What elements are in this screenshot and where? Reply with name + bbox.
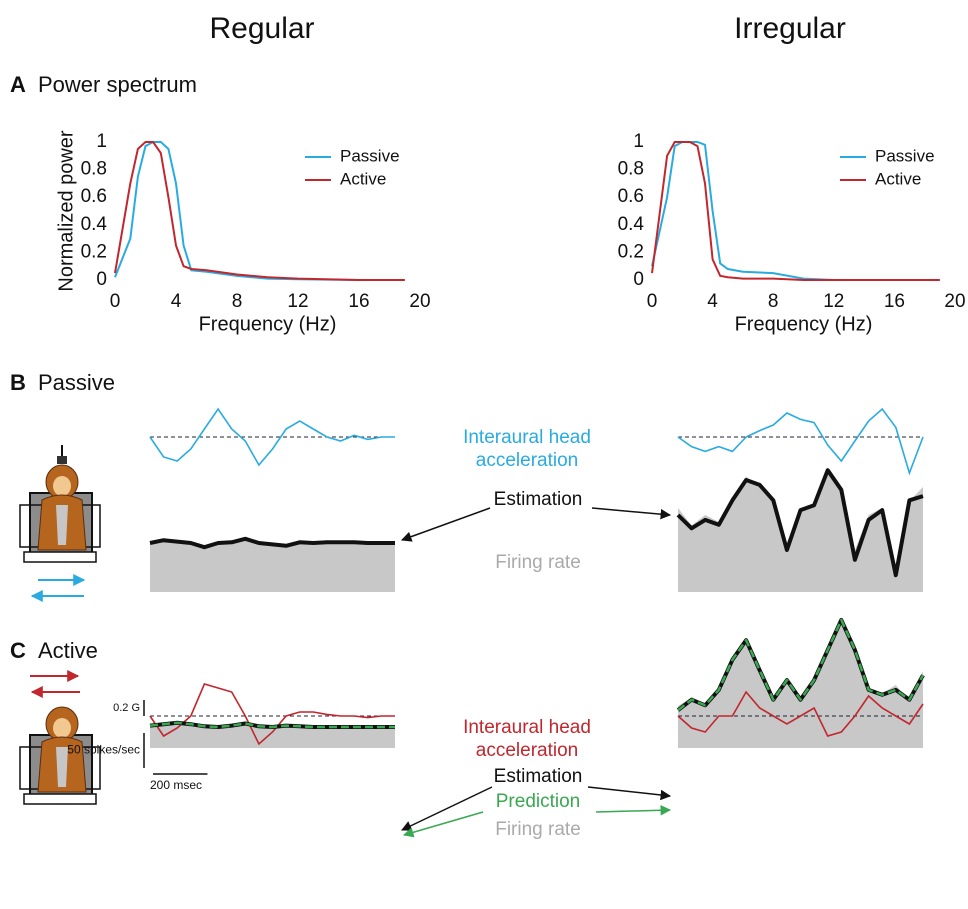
scale-label: 50 spikes/sec [67,743,140,757]
acceleration-trace [678,409,923,473]
x-tick-label: 4 [171,291,182,312]
y-tick-label: 1 [633,131,644,152]
column-title: Irregular [734,12,846,45]
y-tick-label: 1 [96,131,107,152]
y-tick-label: 0.8 [618,159,644,180]
series-label: Interaural head acceleration [442,716,612,762]
x-tick-label: 20 [409,291,430,312]
panel-title: Passive [38,370,115,395]
legend-label: Passive [875,146,935,165]
panel-letter: C [10,638,26,663]
series-label: Estimation [494,766,583,787]
y-axis-label: Normalized power [55,130,77,292]
scale-label: 200 msec [150,778,202,792]
series-label: Firing rate [495,552,581,573]
y-tick-label: 0.2 [618,241,644,262]
panel-letter: B [10,370,26,395]
x-tick-label: 8 [232,291,243,312]
firing-rate-area [678,622,923,748]
x-tick-label: 16 [884,291,905,312]
panel-letter: A [10,72,26,97]
arrow [596,810,670,812]
series-label: Estimation [494,489,583,510]
firing-rate-area [150,539,395,592]
panel-title: Active [38,638,98,663]
panel-title: Power spectrum [38,72,197,97]
x-tick-label: 20 [944,291,965,312]
x-tick-label: 0 [110,291,121,312]
legend-label: Active [340,169,386,188]
scale-label: 0.2 G [113,702,140,714]
y-tick-label: 0.6 [81,186,107,207]
x-tick-label: 8 [768,291,779,312]
arrow [402,787,492,830]
column-title: Regular [209,12,314,45]
figure: Regular Irregular A Power spectrum B Pas… [0,0,968,909]
x-tick-label: 16 [348,291,369,312]
x-tick-label: 4 [707,291,718,312]
arrow [402,508,490,540]
y-tick-label: 0.2 [81,241,107,262]
x-tick-label: 0 [647,291,658,312]
series-label: Prediction [496,791,581,812]
legend-label: Active [875,169,921,188]
x-tick-label: 12 [823,291,844,312]
y-tick-label: 0.6 [618,186,644,207]
y-tick-label: 0 [96,269,107,290]
x-axis-label: Frequency (Hz) [199,313,337,335]
arrow [592,508,670,515]
y-tick-label: 0.4 [618,214,645,235]
y-tick-label: 0 [633,269,644,290]
y-tick-label: 0.8 [81,159,107,180]
arrow [588,787,670,796]
series-label: Firing rate [495,819,581,840]
legend-label: Passive [340,146,400,165]
x-axis-label: Frequency (Hz) [735,313,873,335]
series-label: Interaural head acceleration [442,426,612,472]
monkey-icon [20,445,100,596]
y-tick-label: 0.4 [81,214,108,235]
monkey-icon [20,676,100,804]
x-tick-label: 12 [287,291,308,312]
